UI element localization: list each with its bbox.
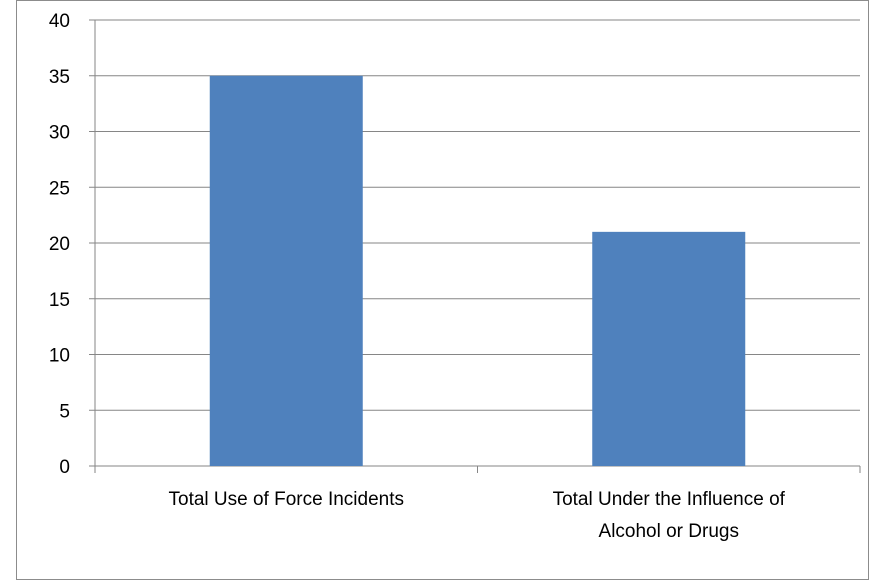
x-category-label: Total Under the Influence of Alcohol or D… bbox=[553, 489, 786, 542]
bar bbox=[209, 75, 363, 466]
y-tick-label: 25 bbox=[49, 178, 70, 199]
x-category-label-line: Total Under the Influence of bbox=[553, 489, 786, 510]
x-category-label: Total Use of Force Incidents bbox=[169, 489, 405, 510]
y-tick-label: 5 bbox=[59, 401, 70, 422]
x-category-label-line: Total Use of Force Incidents bbox=[169, 489, 405, 510]
bar bbox=[592, 231, 746, 466]
y-tick-label: 10 bbox=[49, 346, 70, 367]
y-tick-label: 20 bbox=[49, 234, 70, 255]
y-tick-label: 40 bbox=[49, 11, 70, 32]
y-tick-label: 35 bbox=[49, 67, 70, 88]
y-tick-label: 15 bbox=[49, 290, 70, 311]
y-tick-label: 0 bbox=[59, 457, 70, 478]
y-tick-label: 30 bbox=[49, 123, 70, 144]
x-category-label-line: Alcohol or Drugs bbox=[599, 521, 739, 542]
